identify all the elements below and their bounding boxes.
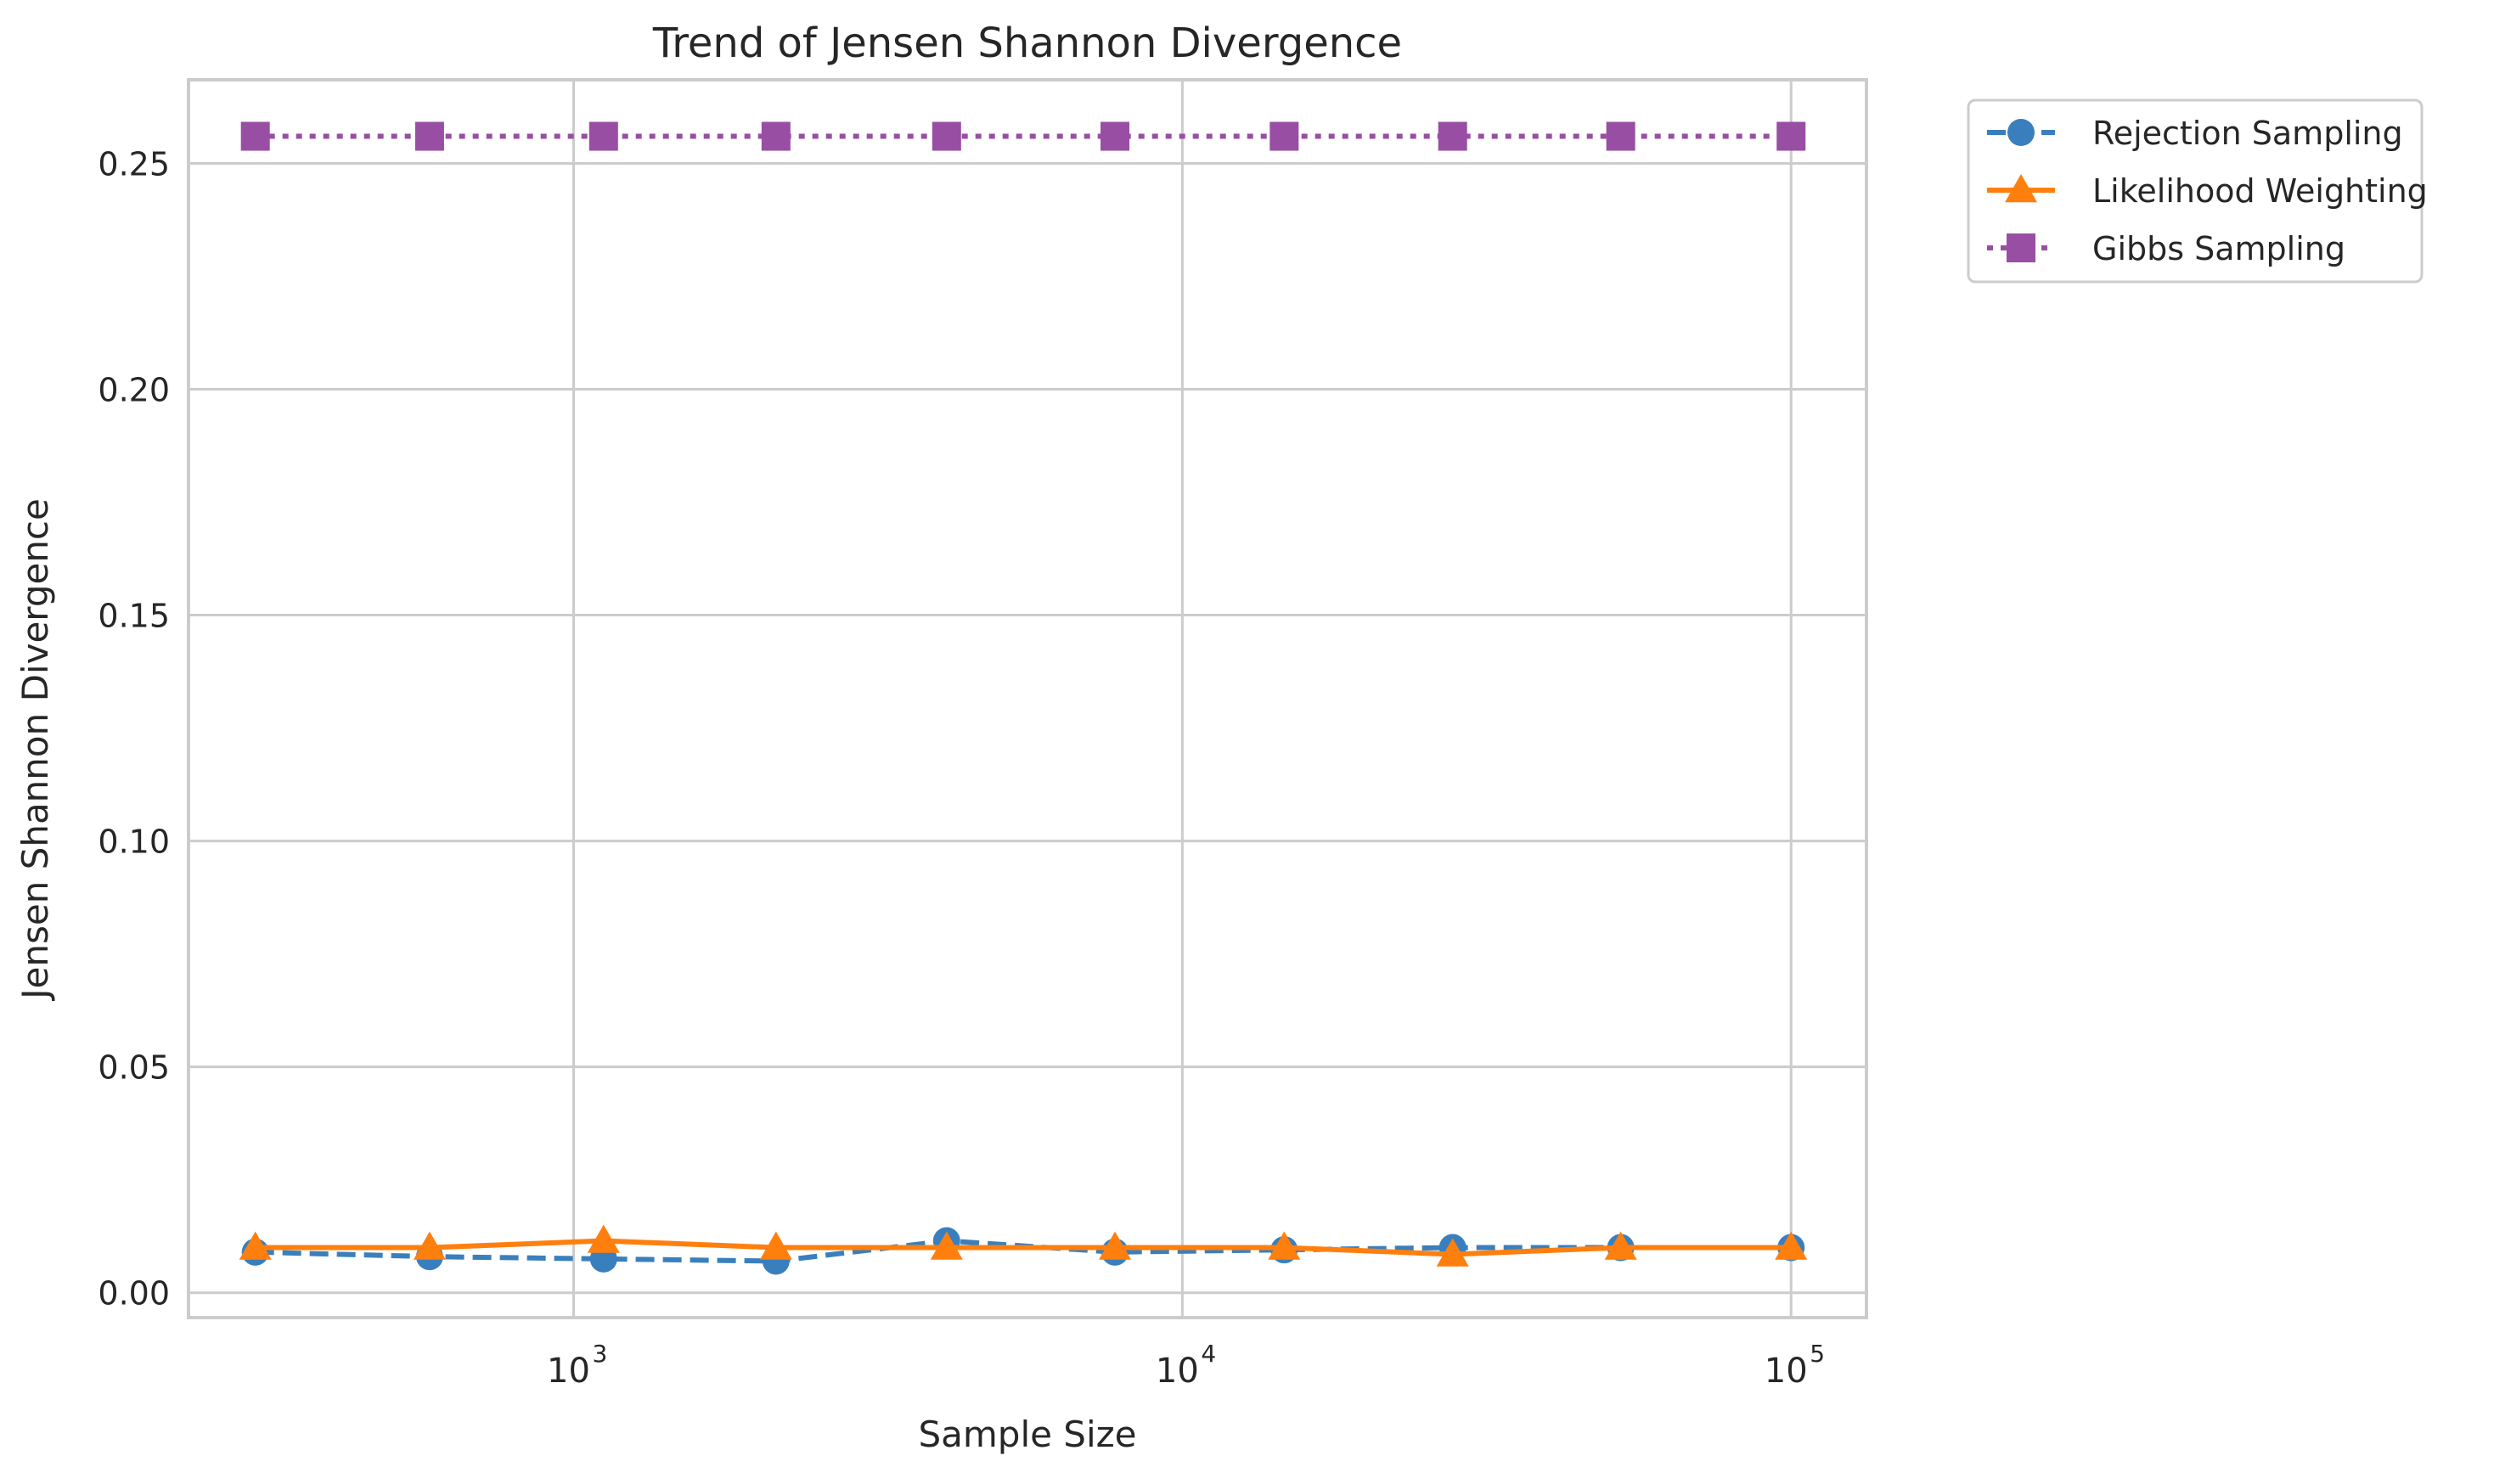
x-tick-label: 10 5 [1765,1340,1825,1391]
data-point [1606,121,1635,151]
data-point [1775,1231,1808,1260]
x-tick-label: 10 3 [547,1340,607,1391]
data-point [1101,121,1130,151]
plot-frame [187,78,1868,1319]
legend-box [1967,98,2424,284]
y-tick-label: 0.15 [98,598,170,635]
data-point [930,1231,963,1260]
x-tick-base: 10 [1765,1352,1808,1391]
data-point [759,1231,792,1260]
chart-title: Trend of Jensen Shannon Divergence [652,20,1402,67]
legend: Rejection Sampling Likelihood Weighting Gi… [1967,98,2428,284]
y-tick-label: 0.25 [98,145,170,183]
x-tick-base: 10 [547,1352,590,1391]
data-point [932,121,961,151]
x-tick-exponent: 5 [1810,1340,1825,1368]
y-tick-label: 0.10 [98,824,170,861]
legend-marker [2007,119,2035,146]
y-tick-label: 0.00 [98,1275,170,1313]
y-axis-label: Jensen Shannon Divergence [14,498,56,1002]
legend-marker [2005,174,2037,203]
x-axis-label: Sample Size [918,1414,1136,1455]
x-tick-label: 10 4 [1156,1340,1216,1391]
data-point [1268,1231,1301,1260]
legend-item: Likelihood Weighting [1987,172,2428,210]
y-tick-label: 0.20 [98,372,170,409]
data-point [1099,1231,1132,1260]
legend-label: Likelihood Weighting [2092,172,2428,210]
data-point [1270,121,1299,151]
legend-item: Gibbs Sampling [1987,230,2345,267]
x-tick-base: 10 [1156,1352,1199,1391]
x-tick-exponent: 3 [593,1340,608,1368]
data-point [240,121,270,151]
series-likelihood-weighting [239,1224,1808,1267]
legend-label: Gibbs Sampling [2092,230,2345,267]
data-point [1438,121,1467,151]
legend-item: Rejection Sampling [1987,115,2403,152]
data-point [1604,1231,1637,1260]
series-gibbs-sampling [240,121,1806,151]
data-point [761,121,791,151]
series-line [255,1238,1792,1257]
y-tick-label: 0.05 [98,1049,170,1087]
data-point [1776,121,1806,151]
legend-label: Rejection Sampling [2092,115,2403,152]
data-point [414,121,444,151]
data-point [588,121,618,151]
x-tick-exponent: 4 [1201,1340,1216,1368]
data-point [413,1231,446,1260]
legend-marker [2007,233,2035,262]
data-point [239,1231,272,1260]
data-point [587,1224,620,1253]
data-point [1436,1238,1469,1267]
